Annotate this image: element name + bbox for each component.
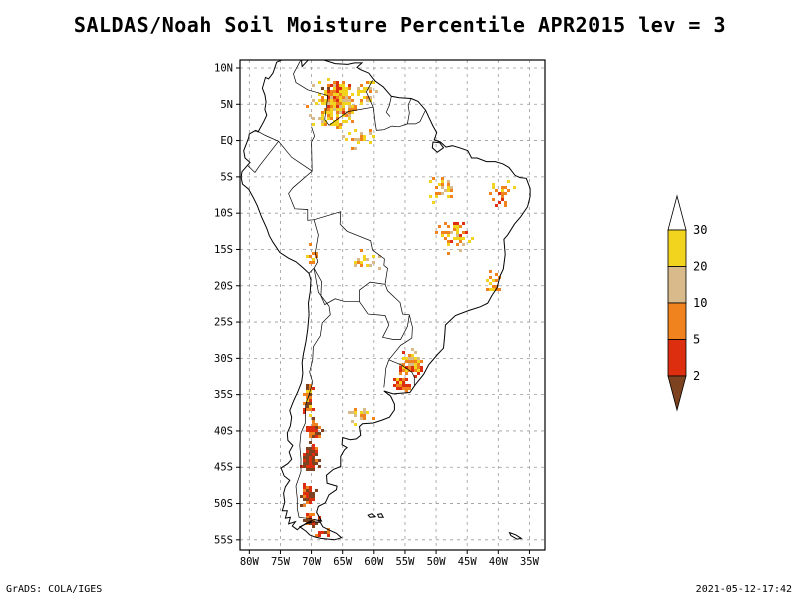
colorbar <box>667 194 687 412</box>
percentile-data-cells <box>300 78 516 537</box>
lat-tick-label: 50S <box>214 498 233 510</box>
lat-tick-label: 5S <box>220 171 233 183</box>
country-borders <box>247 60 426 520</box>
colorbar-arrow-bottom <box>667 375 687 412</box>
lat-tick-label: 10S <box>214 208 233 220</box>
country-border <box>359 281 386 302</box>
lon-tick-label: 75W <box>271 556 291 568</box>
country-border <box>288 170 315 221</box>
country-border <box>385 96 392 117</box>
country-border <box>383 359 390 388</box>
country-border <box>372 107 426 131</box>
lon-tick-label: 70W <box>302 556 322 568</box>
country-border <box>256 126 316 172</box>
country-border <box>295 268 331 520</box>
lon-tick-label: 40W <box>489 556 509 568</box>
lat-tick-label: 35S <box>214 389 233 401</box>
colorbar-level-label: 5 <box>693 333 700 347</box>
colorbar-labels: 30 20 10 5 2 <box>693 223 707 383</box>
colorbar-level-label: 30 <box>693 223 707 237</box>
country-border <box>388 359 415 386</box>
colorbar-level-label: 20 <box>693 260 707 274</box>
lon-tick-label: 60W <box>364 556 384 568</box>
lat-tick-label: 5N <box>220 99 233 111</box>
lat-tick-label: EQ <box>220 135 233 147</box>
island-outline <box>508 531 523 540</box>
colorbar-arrow-top <box>667 194 687 231</box>
map-frame <box>239 59 546 551</box>
lat-tick-label: 25S <box>214 317 233 329</box>
lat-tick-label: 30S <box>214 353 233 365</box>
colorbar-segment <box>667 266 687 304</box>
lat-tick-label: 45S <box>214 462 233 474</box>
grid-lines <box>240 60 545 550</box>
lon-tick-label: 55W <box>395 556 415 568</box>
lat-tick-label: 15S <box>214 244 233 256</box>
country-border <box>308 219 319 274</box>
colorbar-segment <box>667 302 687 340</box>
country-border <box>359 301 410 340</box>
lat-tick-label: 20S <box>214 280 233 292</box>
lon-tick-label: 50W <box>427 556 447 568</box>
colorbar-level-label: 10 <box>693 296 707 310</box>
country-border <box>313 268 360 306</box>
country-border <box>407 98 412 124</box>
lat-tick-label: 40S <box>214 425 233 437</box>
lat-tick-label: 55S <box>214 534 233 546</box>
plot-title: SALDAS/Noah Soil Moisture Percentile APR… <box>73 13 727 37</box>
country-border <box>388 314 413 361</box>
grads-credit: GrADS: COLA/IGES <box>6 584 103 595</box>
lon-tick-label: 45W <box>458 556 478 568</box>
colorbar-level-label: 2 <box>693 369 700 383</box>
island-outline <box>431 141 445 153</box>
country-border <box>328 106 374 126</box>
colorbar-segment <box>667 339 687 377</box>
lat-tick-label: 10N <box>214 62 233 74</box>
lon-tick-label: 35W <box>520 556 540 568</box>
axis-labels: 10N 5N EQ 5S 10S 15S 20S 25S 30S 35S 40S 45S 50S 55S 8… <box>214 62 540 568</box>
country-border <box>313 211 388 285</box>
island-outline <box>376 513 385 518</box>
lon-tick-label: 80W <box>240 556 260 568</box>
south-america-coastline <box>240 60 531 531</box>
lon-tick-label: 65W <box>333 556 353 568</box>
colorbar-segment <box>667 229 687 267</box>
country-border <box>366 80 374 108</box>
coastlines <box>240 60 531 541</box>
island-outline <box>367 513 377 518</box>
country-border <box>384 284 410 316</box>
country-border <box>293 60 330 126</box>
island-outline <box>298 521 343 541</box>
timestamp: 2021-05-12-17:42 <box>695 584 792 595</box>
country-border <box>247 141 279 174</box>
